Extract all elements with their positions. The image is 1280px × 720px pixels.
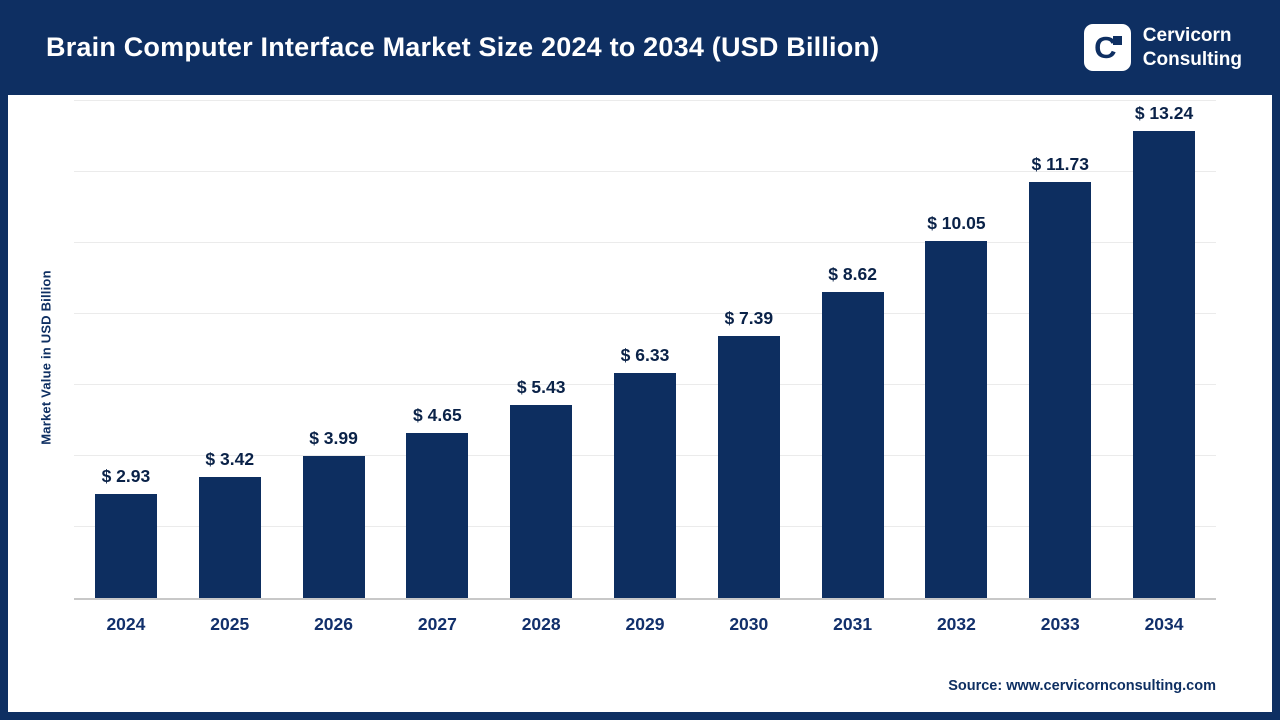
brand-name-line1: Cervicorn [1142, 24, 1232, 46]
gridline [74, 242, 1216, 243]
bar [821, 292, 884, 598]
x-axis-label: 2032 [936, 614, 976, 634]
brand-name: Cervicorn Consulting [1143, 24, 1242, 72]
bar-column: $ 13.24 [1112, 103, 1216, 598]
bar-column: $ 10.05 [905, 103, 1009, 598]
x-axis-label: 2030 [729, 614, 769, 634]
bar-value-label: $ 3.42 [205, 449, 255, 469]
bar [510, 405, 573, 598]
chart-title: Brain Computer Interface Market Size 202… [46, 32, 880, 62]
brand-logo-letter: C [1094, 30, 1117, 65]
bar-column: $ 4.65 [385, 103, 489, 598]
brand: C Cervicorn Consulting [1083, 24, 1242, 72]
gridline [74, 100, 1216, 101]
gridline [74, 313, 1216, 314]
bar-value-label: $ 3.99 [309, 428, 358, 448]
bar-value-label: $ 2.93 [101, 466, 151, 486]
bar-value-label: $ 4.65 [413, 405, 462, 425]
x-axis-label: 2031 [833, 614, 873, 634]
gridline [74, 171, 1216, 172]
bar-column: $ 5.43 [489, 103, 593, 598]
bar-value-label: $ 7.39 [724, 308, 774, 328]
bar-value-label: $ 13.24 [1134, 103, 1194, 123]
x-axis-label: 2033 [1040, 614, 1080, 634]
plot-area: $ 2.93 $ 3.42 $ 3.99 $ 4.65 $ 5.43 $ 6.33 $ 7.… [74, 100, 1216, 600]
x-axis-label: 2027 [417, 614, 457, 634]
brand-logo-icon: C [1083, 24, 1131, 71]
bar-column: $ 6.33 [593, 103, 697, 598]
bar-column: $ 2.93 [74, 103, 178, 598]
x-axis-label: 2029 [625, 614, 665, 634]
bar [1133, 131, 1196, 598]
header: Brain Computer Interface Market Size 202… [0, 0, 1280, 95]
bar-column: $ 11.73 [1008, 103, 1112, 598]
bar-value-label: $ 10.05 [927, 213, 986, 233]
x-axis-label: 2025 [210, 614, 250, 634]
source-text: Source: www.cervicornconsulting.com [948, 678, 1216, 694]
bar-value-label: $ 11.73 [1031, 154, 1089, 174]
x-axis-label: 2034 [1144, 614, 1184, 634]
bar-value-label: $ 5.43 [516, 377, 566, 397]
x-axis-labels: 2024 2025 2026 2027 2028 2029 2030 2031 2032 2033… [74, 614, 1216, 635]
bar-column: $ 8.62 [801, 103, 905, 598]
bar [198, 477, 261, 598]
bar [717, 336, 780, 598]
bars-row: $ 2.93 $ 3.42 $ 3.99 $ 4.65 $ 5.43 $ 6.33 $ 7.… [74, 103, 1216, 598]
bar [1029, 182, 1092, 598]
bar [406, 433, 469, 598]
bar [925, 241, 988, 598]
bar-value-label: $ 8.62 [828, 264, 877, 284]
bar [302, 456, 365, 598]
brand-name-line2: Consulting [1142, 48, 1242, 70]
bar-column: $ 3.42 [178, 103, 282, 598]
bar [613, 373, 676, 598]
x-axis-label: 2028 [521, 614, 561, 634]
x-axis-label: 2026 [314, 614, 353, 634]
bar-column: $ 3.99 [282, 103, 386, 598]
bar [94, 494, 157, 598]
chart-sheet: Market Value in USD Billion $ 2.93 $ 3.42… [8, 95, 1272, 712]
bar-column: $ 7.39 [697, 103, 801, 598]
bar-value-label: $ 6.33 [620, 345, 670, 365]
y-axis-title: Market Value in USD Billion [38, 270, 54, 445]
x-axis-label: 2024 [106, 614, 146, 634]
brand-logo-square [1112, 36, 1122, 45]
